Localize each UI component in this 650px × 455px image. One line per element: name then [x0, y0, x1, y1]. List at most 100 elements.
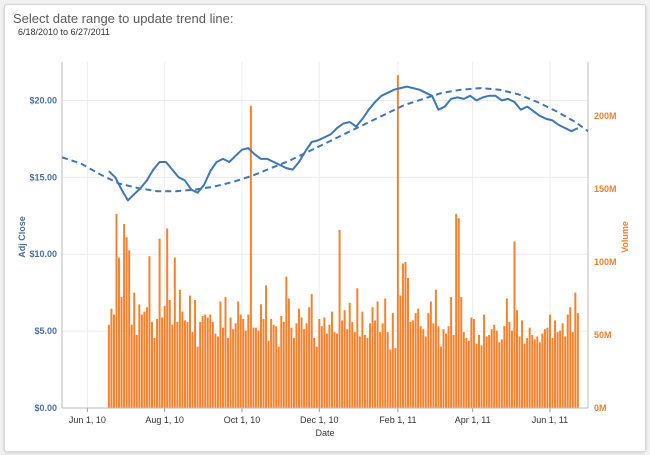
volume-bar — [465, 337, 468, 408]
volume-bar — [204, 314, 207, 408]
volume-bar — [227, 337, 230, 408]
volume-bar — [538, 342, 541, 408]
volume-bar — [330, 311, 333, 408]
volume-bar — [333, 332, 336, 408]
volume-bar — [328, 324, 331, 408]
volume-bar — [298, 308, 301, 408]
volume-bar — [336, 333, 339, 408]
volume-bar — [214, 333, 217, 408]
volume-bar — [168, 299, 171, 408]
volume-bar — [399, 295, 402, 408]
volume-bar — [358, 336, 361, 408]
volume-bar — [475, 343, 478, 408]
volume-bar — [374, 320, 377, 408]
volume-bar — [576, 313, 579, 408]
y-left-tick-label: $0.00 — [34, 403, 57, 413]
volume-bar — [270, 318, 273, 408]
volume-bar — [442, 329, 445, 408]
volume-bar — [280, 316, 283, 408]
volume-bar — [110, 308, 113, 408]
volume-bar — [118, 257, 121, 408]
volume-bar — [267, 340, 270, 408]
volume-bar — [257, 330, 260, 408]
volume-bar — [229, 317, 232, 408]
volume-bar — [287, 298, 290, 408]
page-title: Select date range to update trend line: — [13, 11, 234, 26]
volume-bar — [450, 297, 453, 408]
y-left-tick-label: $10.00 — [29, 249, 57, 259]
volume-bar — [452, 335, 455, 408]
y-left-tick-label: $20.00 — [29, 95, 57, 105]
volume-bar — [183, 320, 186, 408]
volume-bar — [516, 310, 519, 408]
volume-bar — [166, 228, 169, 408]
volume-bar — [447, 326, 450, 408]
volume-bar — [548, 314, 551, 408]
volume-bar — [325, 333, 328, 408]
volume-bar — [216, 336, 219, 408]
volume-bar — [249, 105, 252, 408]
volume-bar — [477, 335, 480, 408]
volume-bar — [407, 278, 410, 408]
volume-bar — [485, 336, 488, 408]
volume-bar — [125, 237, 128, 408]
volume-bar — [171, 324, 174, 408]
volume-bar — [209, 314, 212, 408]
x-axis-title: Date — [315, 428, 334, 438]
volume-bar — [211, 321, 214, 408]
volume-bar — [488, 335, 491, 408]
volume-bar — [546, 327, 549, 408]
volume-bar — [346, 329, 349, 408]
volume-bar — [308, 307, 311, 408]
volume-bar — [275, 326, 278, 408]
volume-bar — [163, 305, 166, 408]
volume-bar — [368, 323, 371, 408]
volume-bar — [338, 229, 341, 408]
volume-bar — [569, 307, 572, 408]
volume-bar — [483, 314, 486, 408]
volume-bar — [472, 318, 475, 408]
volume-bars — [107, 75, 579, 408]
volume-bar — [518, 336, 521, 408]
volume-bar — [376, 301, 379, 408]
volume-bar — [500, 339, 503, 408]
volume-bar — [429, 301, 432, 408]
volume-bar — [161, 317, 164, 408]
volume-bar — [389, 349, 392, 408]
volume-bar — [391, 313, 394, 408]
volume-bar — [232, 329, 235, 408]
volume-bar — [409, 321, 412, 408]
volume-bar — [199, 321, 202, 408]
volume-bar — [526, 337, 529, 408]
x-tick-label: Oct 1, 10 — [224, 415, 261, 425]
volume-bar — [480, 345, 483, 408]
volume-bar — [467, 340, 470, 408]
volume-bar — [133, 292, 136, 408]
volume-bar — [135, 335, 138, 408]
volume-bar — [422, 329, 425, 408]
volume-bar — [206, 317, 209, 408]
x-tick-label: Dec 1, 10 — [300, 415, 339, 425]
axis-labels: Adj Close Volume Date — [17, 216, 630, 438]
volume-bar — [254, 327, 257, 408]
date-range-label[interactable]: 6/18/2010 to 6/27/2011 — [18, 27, 110, 37]
volume-bar — [320, 326, 323, 408]
volume-bar — [432, 323, 435, 408]
axes: $0.00 $5.00 $10.00 $15.00 $20.00 0M 50M 100M 150… — [29, 62, 617, 425]
volume-bar — [290, 327, 293, 408]
volume-bar — [508, 321, 511, 408]
volume-bar — [386, 332, 389, 408]
volume-bar — [189, 295, 192, 408]
volume-bar — [201, 316, 204, 408]
volume-bar — [404, 262, 407, 408]
volume-bar — [503, 326, 506, 408]
volume-bar — [417, 308, 420, 408]
x-tick-label: Apr 1, 11 — [455, 415, 491, 425]
price-line — [108, 85, 579, 202]
volume-bar — [292, 337, 295, 408]
volume-bar — [437, 326, 440, 408]
volume-bar — [455, 213, 458, 408]
volume-bar — [498, 342, 501, 408]
volume-bar — [300, 317, 303, 408]
volume-bar — [343, 310, 346, 408]
